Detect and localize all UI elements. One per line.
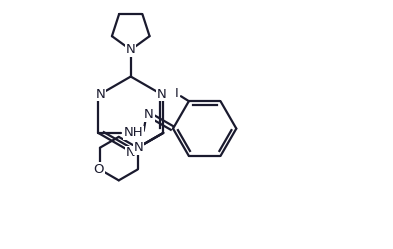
Text: I: I	[175, 87, 179, 100]
Text: O: O	[94, 163, 104, 176]
Text: N: N	[95, 88, 105, 101]
Text: N: N	[126, 146, 136, 159]
Text: NH: NH	[124, 126, 143, 139]
Text: N: N	[134, 141, 143, 154]
Text: N: N	[126, 43, 136, 56]
Text: N: N	[144, 108, 154, 121]
Text: N: N	[156, 88, 166, 101]
